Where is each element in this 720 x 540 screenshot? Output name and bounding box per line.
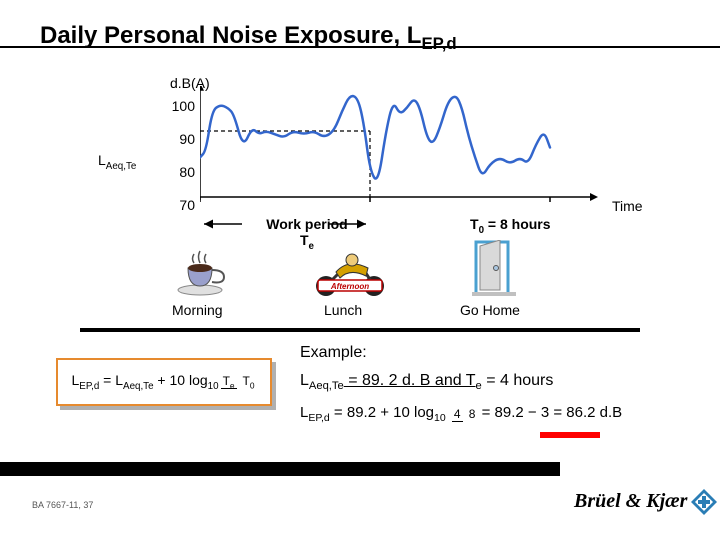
- line-chart: [200, 86, 600, 220]
- brand-text: Brüel & Kjær: [574, 490, 687, 512]
- ytick-100: 100: [165, 98, 195, 114]
- t0-main: T: [470, 216, 479, 232]
- ytick-70: 70: [165, 197, 195, 213]
- footer-code: BA 7667-11, 37: [32, 500, 93, 510]
- formula1-lhs: LEP,d = LAeq,Te + 10 log10: [72, 372, 219, 392]
- ytick-80: 80: [165, 164, 195, 180]
- title-sub: EP,d: [421, 34, 456, 53]
- formula2-lhs: LEP,d = 89.2 + 10 log10: [300, 404, 446, 421]
- formula1-fraction: Te T0: [221, 372, 257, 392]
- work-period-label: Work period: [242, 216, 372, 232]
- x-axis-label: Time: [612, 198, 643, 214]
- formula2-den: 8: [467, 407, 478, 421]
- formula1-box: LEP,d = LAeq,Te + 10 log10 Te T0: [56, 358, 272, 406]
- ex-laeq-rest: = 89. 2 d. B and T: [344, 372, 476, 389]
- brand-mark-icon: [690, 488, 718, 516]
- t0-label: T0 = 8 hours: [470, 216, 551, 236]
- title-underline: [0, 46, 720, 48]
- lunch-label: Lunch: [324, 302, 362, 318]
- morning-label: Morning: [172, 302, 223, 318]
- page-title: Daily Personal Noise Exposure, LEP,d: [40, 22, 457, 54]
- door-icon: [472, 240, 516, 303]
- formula2: LEP,d = 89.2 + 10 log10 4 8 = 89.2 − 3 =…: [300, 404, 622, 424]
- title-area: Daily Personal Noise Exposure, LEP,d: [40, 22, 680, 54]
- motorcycle-icon: Afternoon: [308, 248, 392, 303]
- te-main: T: [300, 232, 309, 248]
- ex-laeq-main: L: [300, 372, 309, 389]
- formula2-result: 86.2 d.B: [566, 404, 622, 421]
- ytick-90: 90: [165, 131, 195, 147]
- example-header: Example:: [300, 344, 367, 362]
- example-divider: [80, 328, 640, 332]
- t0-rest: = 8 hours: [484, 216, 551, 232]
- svg-text:Afternoon: Afternoon: [330, 282, 369, 291]
- formula1-den: T0: [240, 374, 256, 388]
- formula1-num: Te: [221, 374, 237, 389]
- formula2-fraction: 4 8: [452, 405, 478, 422]
- laeq-te-main: L: [98, 152, 106, 168]
- laeq-te-sub: Aeq,Te: [106, 161, 137, 172]
- title-main: Daily Personal Noise Exposure, L: [40, 22, 421, 49]
- brand-logo: Brüel & Kjær: [574, 490, 687, 513]
- formula2-mid: = 89.2 − 3 =: [482, 404, 567, 421]
- slide: Daily Personal Noise Exposure, LEP,d d.B…: [0, 0, 720, 540]
- coffee-icon: [174, 250, 230, 301]
- result-underline: [540, 432, 600, 438]
- footer-accent-bar: [0, 462, 560, 476]
- formula2-num: 4: [452, 407, 463, 422]
- laeq-te-label: LAeq,Te: [98, 152, 136, 172]
- ex-laeq-sub: Aeq,Te: [309, 380, 344, 392]
- gohome-label: Go Home: [460, 302, 520, 318]
- ex-te-rest: = 4 hours: [482, 372, 554, 389]
- example-line-1: LAeq,Te = 89. 2 d. B and Te = 4 hours: [300, 372, 553, 392]
